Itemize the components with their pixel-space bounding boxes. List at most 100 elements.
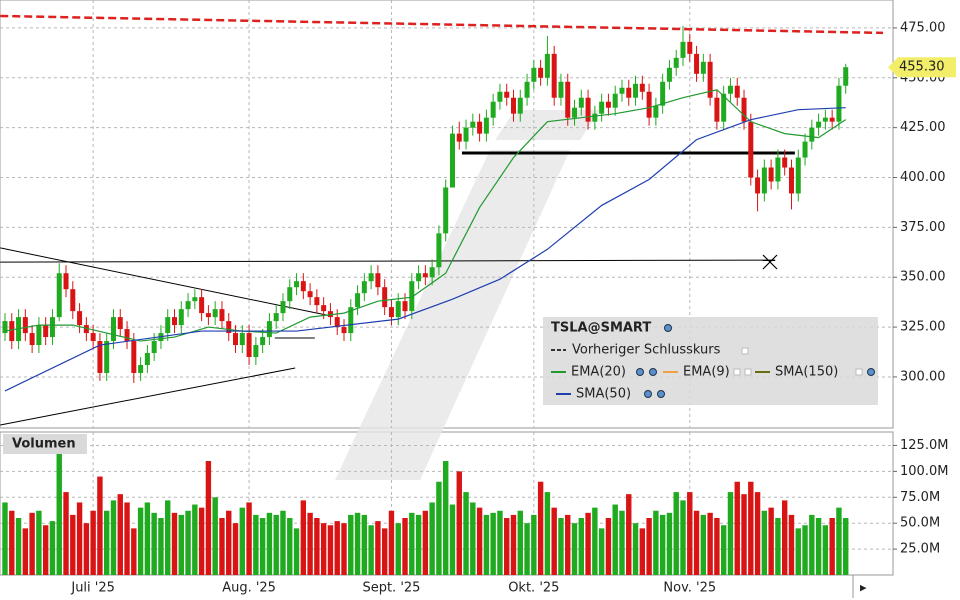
- candle-body: [395, 301, 401, 318]
- volume-bar: [185, 510, 191, 575]
- volume-bar: [198, 507, 205, 575]
- volume-bar: [748, 481, 754, 575]
- candle-body: [788, 167, 794, 194]
- scroll-arrow[interactable]: ▸: [860, 581, 867, 596]
- legend-label: Vorheriger Schlusskurs: [572, 343, 721, 358]
- candle-body: [836, 85, 842, 122]
- candle-body: [90, 333, 96, 342]
- candle-body: [653, 105, 659, 118]
- volume-bar: [9, 510, 15, 575]
- candle-body: [497, 91, 503, 102]
- legend-icon: [657, 390, 665, 398]
- volume-bar: [693, 510, 700, 575]
- candle-body: [544, 53, 550, 78]
- volume-title-box: [3, 434, 87, 454]
- volume-bar: [809, 514, 815, 575]
- volume-bar: [829, 518, 835, 575]
- candle-body: [97, 341, 103, 373]
- volume-bar: [443, 461, 449, 575]
- volume-bar: [314, 518, 320, 575]
- candle-body: [734, 85, 740, 98]
- candle-body: [585, 97, 591, 122]
- volume-bar: [280, 510, 286, 575]
- candle-body: [700, 61, 706, 74]
- candle-body: [63, 273, 69, 290]
- candle-body: [260, 337, 266, 346]
- candle-body: [368, 273, 374, 282]
- volume-bar: [775, 518, 781, 575]
- volume-bar: [436, 481, 442, 575]
- y-tick-label: 425.00: [900, 120, 946, 135]
- volume-bar: [714, 518, 720, 575]
- cross-marker: [762, 254, 778, 270]
- volume-bar: [626, 494, 632, 575]
- legend-label: EMA(9): [683, 365, 730, 380]
- candle-body: [83, 325, 89, 334]
- candle-body: [449, 133, 455, 188]
- volume-bar: [76, 502, 83, 575]
- volume-bar: [137, 507, 144, 575]
- candle-body: [592, 113, 598, 122]
- candle-body: [205, 313, 211, 318]
- volume-bar: [476, 507, 483, 575]
- volume-bar: [822, 525, 829, 575]
- volume-bar: [253, 514, 259, 575]
- volume-bar: [151, 512, 157, 575]
- trend-line: [0, 367, 296, 426]
- volume-bar: [97, 476, 103, 575]
- previous-close-line: [0, 14, 884, 35]
- candle-body: [646, 91, 652, 118]
- volume-bar: [131, 528, 137, 575]
- volume-bar: [348, 514, 354, 575]
- candle-body: [599, 101, 605, 114]
- indicator-line: [4, 89, 847, 342]
- candle-body: [9, 321, 15, 342]
- volume-bar: [388, 510, 395, 575]
- volume-bar: [843, 518, 849, 575]
- volume-bar: [178, 514, 184, 575]
- candle-body: [470, 121, 476, 128]
- candle-body: [382, 287, 388, 308]
- candle-body: [633, 83, 639, 98]
- legend-label: EMA(20): [571, 365, 626, 380]
- candle-body: [483, 117, 489, 134]
- volume-bar: [680, 500, 686, 575]
- volume-bar: [605, 518, 612, 575]
- last-price-tag: [888, 57, 956, 78]
- candle-body: [721, 93, 727, 122]
- volume-bar: [266, 512, 273, 575]
- candle-body: [307, 291, 313, 298]
- legend-icon: [636, 368, 644, 376]
- x-tick-label: Nov. '25: [663, 581, 716, 596]
- candle-body: [124, 329, 130, 342]
- candle-body: [348, 307, 354, 334]
- volume-bar: [273, 514, 279, 575]
- volume-bar: [619, 510, 625, 575]
- legend-icon: [733, 368, 741, 376]
- candle-body: [334, 317, 340, 328]
- candle-body: [768, 167, 774, 182]
- legend-icon: [741, 347, 749, 355]
- volume-bar: [232, 523, 239, 575]
- candle-body: [511, 97, 516, 114]
- trend-line: [0, 247, 331, 317]
- candle-body: [755, 177, 761, 194]
- volume-bar: [422, 510, 429, 575]
- x-tick-label: Okt. '25: [508, 581, 559, 596]
- volume-bar: [402, 518, 408, 575]
- candle-body: [694, 53, 700, 74]
- y-tick-label: 125.0M: [900, 438, 948, 453]
- x-tick-label: Aug. '25: [222, 581, 276, 596]
- candle-body: [49, 317, 55, 338]
- y-tick-label: 325.00: [900, 320, 946, 335]
- volume-bar: [761, 510, 768, 575]
- candle-body: [185, 301, 191, 310]
- volume-bar: [327, 525, 334, 575]
- candle-body: [436, 233, 442, 268]
- candle-body: [727, 85, 733, 94]
- volume-bar: [449, 504, 456, 575]
- volume-bar: [734, 481, 740, 575]
- legend-icon: [744, 368, 752, 376]
- candle-body: [2, 321, 8, 334]
- volume-bar: [598, 528, 605, 575]
